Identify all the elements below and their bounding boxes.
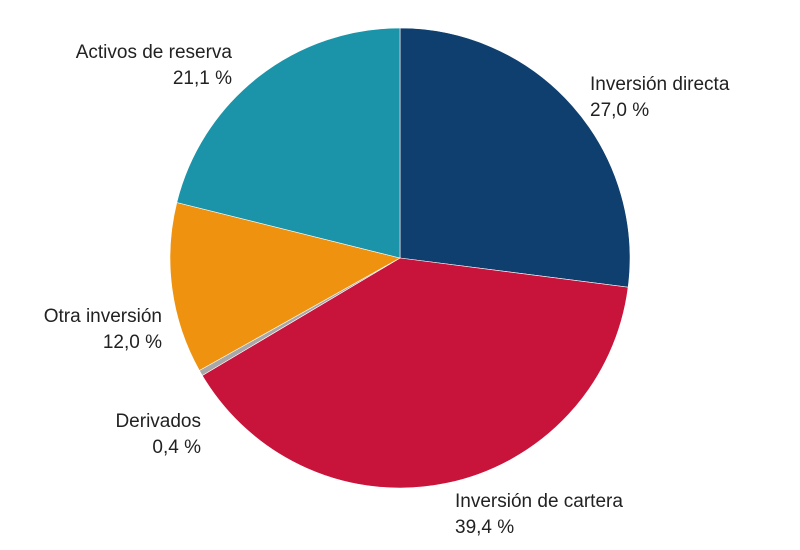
slice-label-name: Derivados bbox=[115, 411, 201, 432]
label-inversion-de-cartera: Inversión de cartera 39,4 % bbox=[455, 491, 623, 538]
label-derivados: Derivados 0,4 % bbox=[115, 411, 201, 458]
pie-slice-otra-inversion bbox=[169, 202, 401, 371]
pie-slices bbox=[169, 27, 631, 489]
pie-slice-inversion-directa bbox=[399, 27, 631, 288]
slice-label-value: 39,4 % bbox=[455, 517, 514, 538]
label-otra-inversion: Otra inversión 12,0 % bbox=[44, 306, 162, 353]
slice-label-name: Activos de reserva bbox=[76, 42, 233, 63]
slice-label-value: 12,0 % bbox=[103, 332, 162, 353]
slice-label-name: Inversión de cartera bbox=[455, 491, 623, 512]
slice-label-value: 27,0 % bbox=[590, 100, 649, 121]
label-inversion-directa: Inversión directa 27,0 % bbox=[590, 74, 730, 121]
slice-label-name: Inversión directa bbox=[590, 74, 730, 95]
pie-slice-activos-de-reserva bbox=[176, 27, 401, 259]
slice-label-value: 21,1 % bbox=[173, 68, 232, 89]
label-activos-de-reserva: Activos de reserva 21,1 % bbox=[76, 42, 233, 89]
slice-label-name: Otra inversión bbox=[44, 306, 162, 327]
slice-label-value: 0,4 % bbox=[152, 437, 201, 458]
pie-slice-inversion-de-cartera bbox=[201, 257, 629, 489]
